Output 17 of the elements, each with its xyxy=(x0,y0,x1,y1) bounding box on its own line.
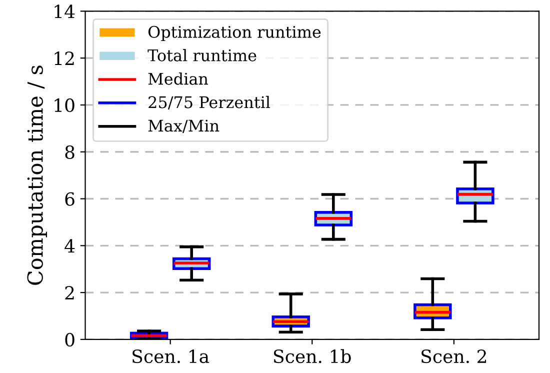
y-tick-label: 6 xyxy=(65,192,74,206)
y-tick-label: 2 xyxy=(65,286,74,300)
x-tick-label: Scen. 2 xyxy=(422,349,486,364)
y-tick-label: 10 xyxy=(54,98,74,112)
annotation: Median xyxy=(148,72,208,85)
annotation: 25/75 Perzentil xyxy=(148,96,270,110)
y-tick-label: 14 xyxy=(54,4,75,18)
y-tick-label: 8 xyxy=(65,145,74,159)
y-tick-label: 0 xyxy=(65,332,74,347)
legend-label: Total runtime xyxy=(148,49,256,62)
annotation: Max/Min xyxy=(148,120,220,133)
x-tick-label: Scen. 1b xyxy=(274,349,351,364)
y-tick-label: 12 xyxy=(54,52,74,65)
y-tick-label: 4 xyxy=(64,239,75,253)
y-axis-title: Computation time / s xyxy=(27,66,47,285)
legend-label: Optimization runtime xyxy=(148,26,321,42)
x-tick-label: Scen. 1a xyxy=(132,349,210,364)
